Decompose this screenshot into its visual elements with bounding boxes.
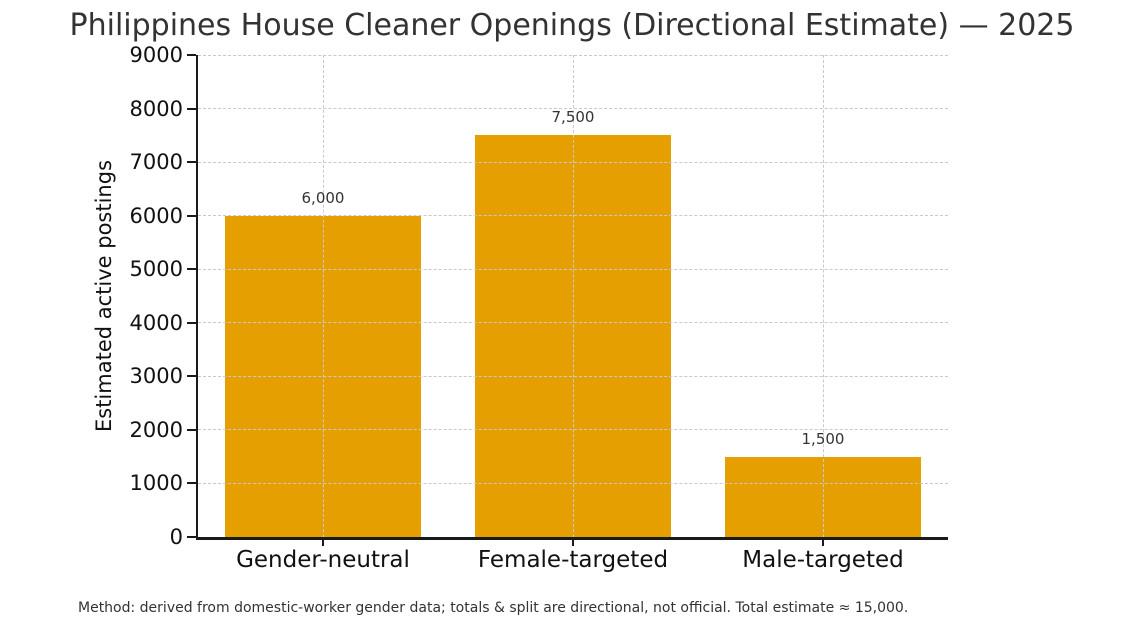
y-tick-label: 8000 bbox=[129, 96, 183, 121]
bottom-spine bbox=[196, 537, 948, 540]
y-tick-label: 1000 bbox=[129, 471, 183, 496]
y-tick-mark bbox=[187, 321, 196, 324]
chart-title: Philippines House Cleaner Openings (Dire… bbox=[69, 8, 1075, 43]
y-tick-mark bbox=[187, 268, 196, 271]
grid-line-v bbox=[322, 55, 324, 537]
x-tick-mark bbox=[572, 539, 574, 546]
y-tick-mark bbox=[187, 161, 196, 164]
y-tick-mark bbox=[187, 214, 196, 217]
method-note: Method: derived from domestic-worker gen… bbox=[78, 600, 909, 616]
y-tick-mark bbox=[187, 482, 196, 485]
y-tick-mark bbox=[187, 107, 196, 110]
grid-line-v bbox=[572, 55, 574, 537]
y-tick-mark bbox=[187, 536, 196, 538]
bar-value-label: 7,500 bbox=[551, 108, 595, 127]
x-tick-label: Gender-neutral bbox=[236, 547, 410, 573]
y-tick-mark bbox=[187, 54, 196, 56]
y-tick-label: 3000 bbox=[129, 364, 183, 389]
x-tick-label: Male-targeted bbox=[742, 547, 904, 573]
y-tick-mark bbox=[187, 375, 196, 378]
left-spine bbox=[196, 55, 198, 540]
bar-value-label: 6,000 bbox=[301, 188, 345, 207]
grid-line-v bbox=[822, 55, 824, 537]
y-tick-label: 7000 bbox=[129, 150, 183, 175]
y-tick-mark bbox=[187, 428, 196, 431]
x-tick-mark bbox=[822, 539, 824, 546]
y-tick-label: 0 bbox=[169, 525, 183, 549]
y-tick-label: 4000 bbox=[129, 310, 183, 335]
plot-area: 6,000 7,500 1,500 bbox=[198, 54, 948, 537]
bar-value-label: 1,500 bbox=[801, 429, 845, 448]
y-tick-label: 2000 bbox=[129, 417, 183, 442]
y-tick-label: 9000 bbox=[129, 43, 183, 67]
y-tick-label: 6000 bbox=[129, 203, 183, 228]
y-tick-label: 5000 bbox=[129, 257, 183, 282]
x-tick-mark bbox=[322, 539, 324, 546]
x-tick-label: Female-targeted bbox=[477, 547, 669, 573]
